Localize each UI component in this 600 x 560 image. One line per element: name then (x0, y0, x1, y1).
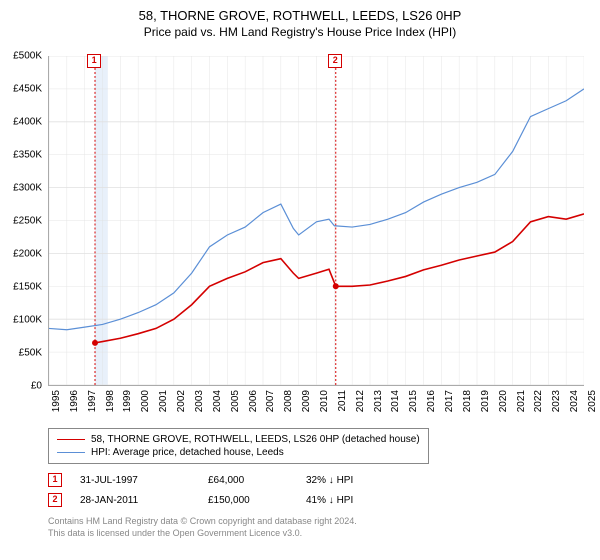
x-tick-label: 2025 (587, 390, 598, 412)
x-tick-label: 2011 (337, 390, 348, 412)
x-tick-label: 2024 (569, 390, 580, 412)
y-tick-label: £300K (13, 183, 42, 194)
sale-row-date: 31-JUL-1997 (80, 475, 190, 486)
x-tick-label: 1998 (105, 390, 116, 412)
y-tick-label: £50K (19, 348, 42, 359)
x-tick-label: 2012 (355, 390, 366, 412)
footer-line-2: This data is licensed under the Open Gov… (48, 528, 357, 540)
x-tick-label: 2004 (212, 390, 223, 412)
plot-svg (48, 56, 584, 386)
x-tick-label: 2000 (140, 390, 151, 412)
legend-label-hpi: HPI: Average price, detached house, Leed… (91, 447, 284, 458)
sale-row-marker: 1 (48, 473, 62, 487)
x-tick-label: 2023 (551, 390, 562, 412)
x-tick-label: 2001 (158, 390, 169, 412)
y-tick-label: £200K (13, 249, 42, 260)
y-tick-label: £450K (13, 84, 42, 95)
x-tick-label: 2010 (319, 390, 330, 412)
legend-row-price-paid: 58, THORNE GROVE, ROTHWELL, LEEDS, LS26 … (57, 433, 420, 446)
sale-marker-2: 2 (328, 54, 342, 68)
y-tick-label: £0 (31, 381, 42, 392)
y-tick-label: £350K (13, 150, 42, 161)
x-tick-label: 2021 (516, 390, 527, 412)
y-tick-label: £400K (13, 117, 42, 128)
x-tick-label: 1999 (122, 390, 133, 412)
x-tick-label: 2013 (373, 390, 384, 412)
x-tick-label: 2007 (265, 390, 276, 412)
x-tick-label: 1995 (51, 390, 62, 412)
y-tick-label: £250K (13, 216, 42, 227)
x-tick-label: 1996 (69, 390, 80, 412)
x-tick-label: 2006 (248, 390, 259, 412)
y-tick-label: £500K (13, 51, 42, 62)
sale-marker-1: 1 (87, 54, 101, 68)
x-tick-label: 2008 (283, 390, 294, 412)
legend-swatch-hpi (57, 452, 85, 453)
x-tick-label: 2020 (498, 390, 509, 412)
legend-swatch-price-paid (57, 439, 85, 441)
sale-row: 2 28-JAN-2011 £150,000 41% ↓ HPI (48, 490, 406, 510)
legend-row-hpi: HPI: Average price, detached house, Leed… (57, 446, 420, 459)
x-tick-label: 1997 (87, 390, 98, 412)
x-tick-label: 2018 (462, 390, 473, 412)
chart-subtitle: Price paid vs. HM Land Registry's House … (0, 25, 600, 39)
title-block: 58, THORNE GROVE, ROTHWELL, LEEDS, LS26 … (0, 0, 600, 39)
sale-row-pct: 32% ↓ HPI (306, 475, 406, 486)
sale-row-date: 28-JAN-2011 (80, 495, 190, 506)
footer-line-1: Contains HM Land Registry data © Crown c… (48, 516, 357, 528)
sale-row: 1 31-JUL-1997 £64,000 32% ↓ HPI (48, 470, 406, 490)
legend-label-price-paid: 58, THORNE GROVE, ROTHWELL, LEEDS, LS26 … (91, 434, 420, 445)
x-tick-label: 2003 (194, 390, 205, 412)
x-tick-label: 2017 (444, 390, 455, 412)
x-tick-label: 2009 (301, 390, 312, 412)
x-tick-label: 2016 (426, 390, 437, 412)
y-tick-label: £150K (13, 282, 42, 293)
x-tick-label: 2014 (390, 390, 401, 412)
y-tick-label: £100K (13, 315, 42, 326)
x-tick-label: 2015 (408, 390, 419, 412)
sale-row-price: £64,000 (208, 475, 288, 486)
x-tick-label: 2019 (480, 390, 491, 412)
chart-area: £0£50K£100K£150K£200K£250K£300K£350K£400… (48, 56, 584, 386)
sale-row-price: £150,000 (208, 495, 288, 506)
x-tick-label: 2002 (176, 390, 187, 412)
footer: Contains HM Land Registry data © Crown c… (48, 516, 357, 539)
x-tick-label: 2005 (230, 390, 241, 412)
sale-row-pct: 41% ↓ HPI (306, 495, 406, 506)
chart-container: 58, THORNE GROVE, ROTHWELL, LEEDS, LS26 … (0, 0, 600, 560)
x-tick-label: 2022 (533, 390, 544, 412)
chart-title: 58, THORNE GROVE, ROTHWELL, LEEDS, LS26 … (0, 8, 600, 23)
legend: 58, THORNE GROVE, ROTHWELL, LEEDS, LS26 … (48, 428, 429, 464)
sales-table: 1 31-JUL-1997 £64,000 32% ↓ HPI 2 28-JAN-2011… (48, 470, 406, 510)
sale-row-marker: 2 (48, 493, 62, 507)
